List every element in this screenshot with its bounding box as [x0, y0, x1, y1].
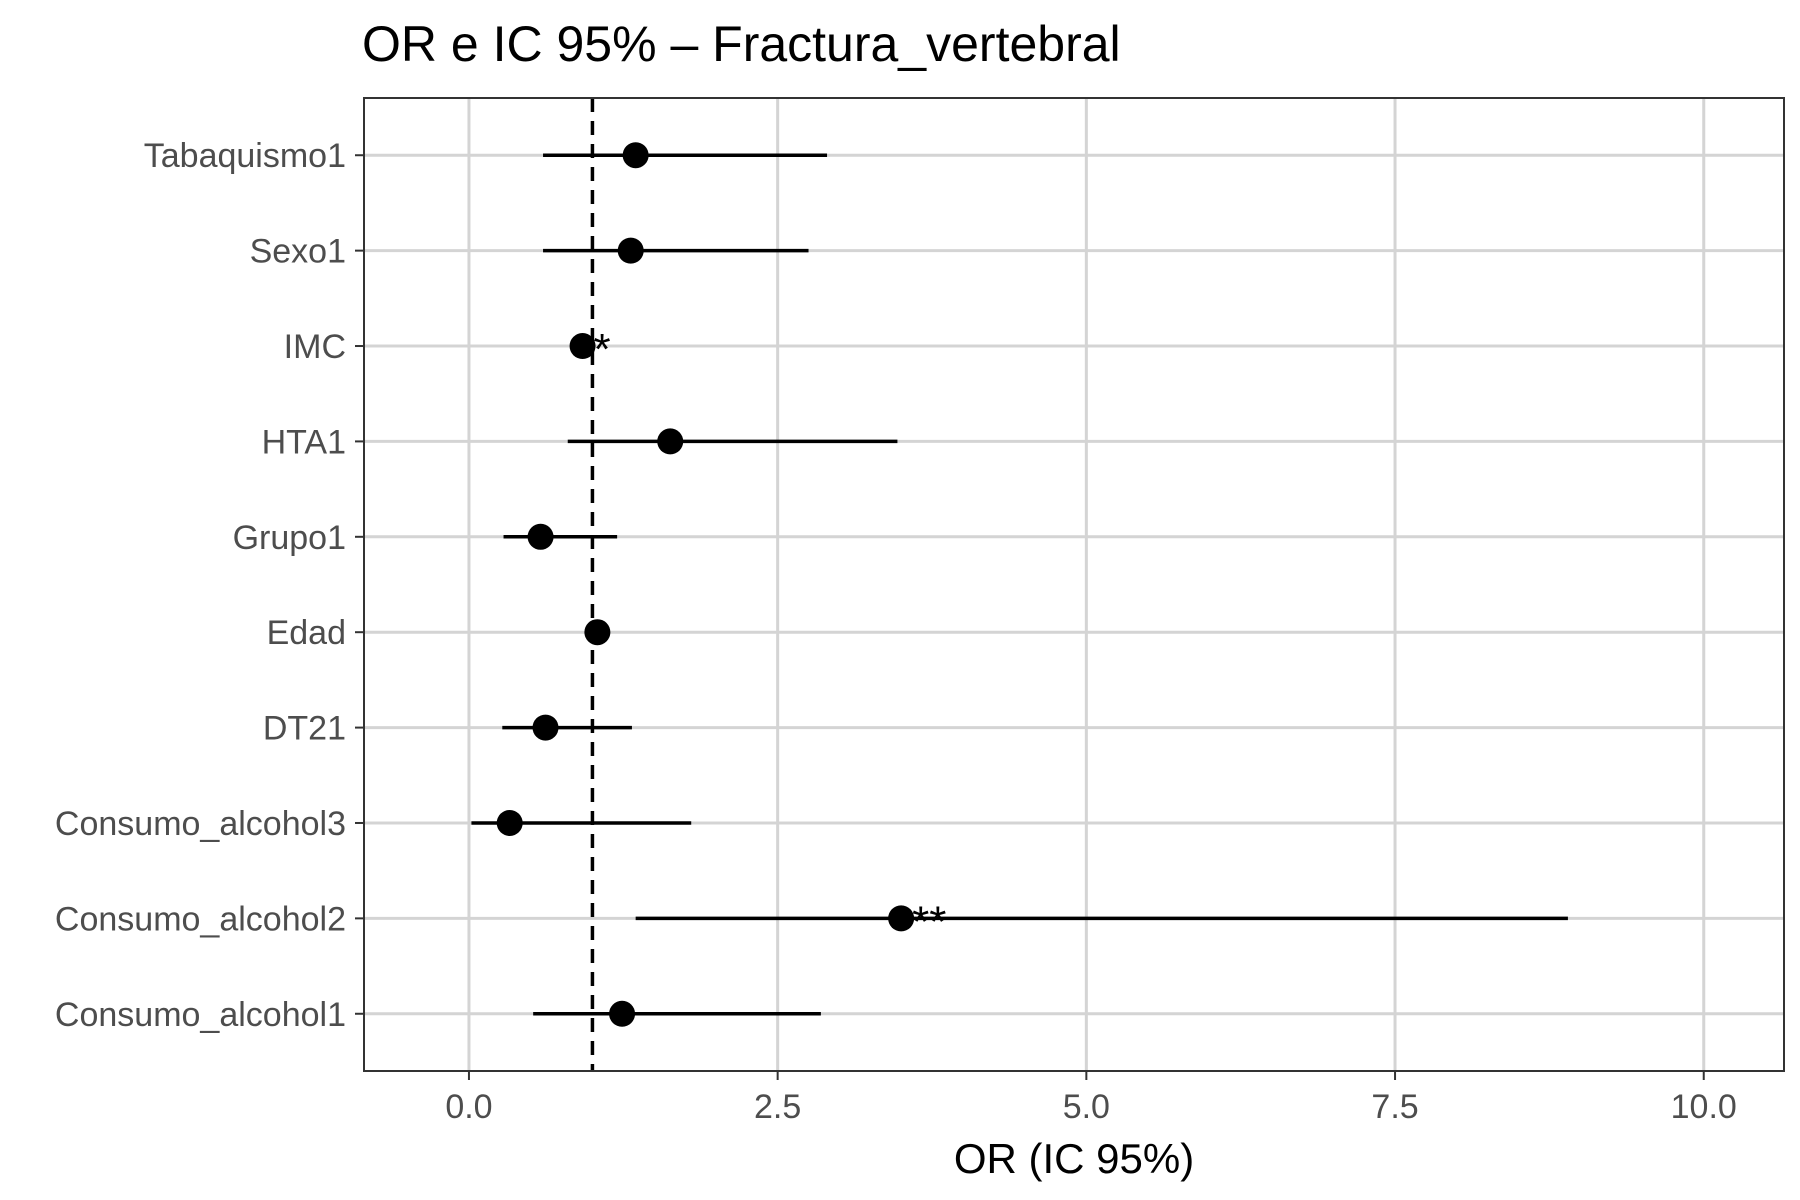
y-tick-label: Sexo1	[250, 233, 346, 271]
x-axis-label: OR (IC 95%)	[954, 1135, 1194, 1182]
x-tick-label: 10.0	[1671, 1088, 1737, 1126]
significance-labels: ***	[594, 325, 947, 946]
confidence-intervals	[471, 153, 1568, 1016]
x-tick-label: 0.0	[445, 1088, 492, 1126]
x-tick-label: 7.5	[1371, 1088, 1418, 1126]
x-tick-label: 5.0	[1063, 1088, 1110, 1126]
vertical-gridlines	[467, 98, 1706, 1071]
or-point	[609, 1000, 636, 1027]
or-point	[584, 619, 611, 646]
significance-label: **	[912, 897, 946, 946]
y-tick-label: Edad	[267, 614, 346, 652]
or-point	[622, 142, 649, 169]
or-point	[532, 714, 559, 741]
odds-ratio-points	[496, 142, 915, 1027]
plot-panel	[363, 97, 1785, 1072]
horizontal-gridlines	[364, 153, 1784, 1016]
or-point	[657, 428, 684, 455]
y-tick-label: HTA1	[262, 423, 346, 461]
or-point	[496, 809, 523, 836]
x-axis-ticks: 0.0 2.5 5.0 7.5 10.0	[445, 1071, 1737, 1126]
y-tick-label: Tabaquismo1	[144, 137, 346, 175]
y-axis-ticks: Tabaquismo1 Sexo1 IMC HTA1 Grupo1 Edad DT21 Con…	[55, 137, 364, 1034]
or-point	[527, 523, 554, 550]
or-point	[617, 237, 644, 264]
y-tick-label: Consumo_alcohol2	[55, 900, 346, 938]
y-tick-label: Consumo_alcohol3	[55, 805, 346, 843]
y-tick-label: Consumo_alcohol1	[55, 996, 346, 1034]
y-tick-label: DT21	[263, 710, 346, 748]
y-tick-label: IMC	[284, 328, 346, 366]
or-point	[569, 333, 596, 360]
x-tick-label: 2.5	[754, 1088, 801, 1126]
significance-label: *	[594, 325, 611, 374]
or-point	[888, 905, 915, 932]
y-tick-label: Grupo1	[233, 519, 346, 557]
chart-title: OR e IC 95% – Fractura_vertebral	[362, 16, 1121, 72]
